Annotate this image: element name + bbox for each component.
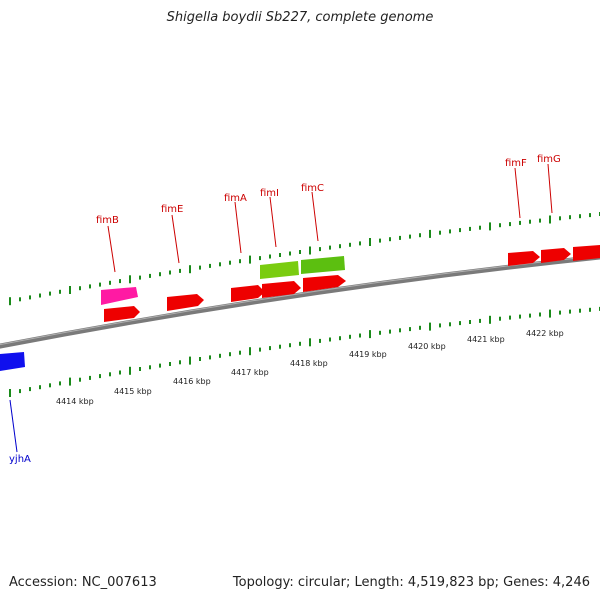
- scale-label: 4415 kbp: [114, 387, 152, 396]
- gene-next: [573, 245, 600, 261]
- yjhA-leader-line: [9, 399, 18, 453]
- gene-label: yjhA: [9, 454, 31, 465]
- gene-label: fimC: [301, 183, 324, 194]
- gene-fimI: [262, 281, 301, 298]
- forward-tick-track: [9, 212, 600, 306]
- gene-fimI-green: [260, 261, 299, 279]
- gene-label: fimI: [260, 188, 279, 199]
- gene-label: fimA: [224, 193, 247, 204]
- gene-yjhA: [0, 352, 25, 371]
- gene-fimC-green: [301, 256, 345, 274]
- reverse-tick-track: [9, 306, 600, 397]
- gene-fimC: [303, 275, 346, 292]
- gene-fimE: [167, 294, 204, 311]
- gene-fimB: [101, 287, 138, 305]
- gene-label: fimB: [96, 215, 119, 226]
- gene-label-group: fimB fimE fimA fimI fimC fimF fimG: [96, 154, 561, 226]
- gene-leader-lines: [107, 163, 553, 273]
- scale-label: 4421 kbp: [467, 335, 505, 344]
- scale-label: 4414 kbp: [56, 397, 94, 406]
- gene-fimB-lower: [104, 306, 140, 322]
- accession-text: Accession: NC_007613: [9, 575, 157, 590]
- gene-label: fimE: [161, 204, 183, 215]
- map-title: Shigella boydii Sb227, complete genome: [166, 10, 434, 25]
- gene-fimA: [231, 285, 265, 302]
- scale-labels: 4414 kbp 4415 kbp 4416 kbp 4417 kbp 4418…: [56, 329, 564, 406]
- genome-summary-text: Topology: circular; Length: 4,519,823 bp…: [232, 575, 590, 590]
- genome-backbone: [0, 254, 600, 349]
- scale-label: 4417 kbp: [231, 368, 269, 377]
- gene-label: fimG: [537, 154, 561, 165]
- gene-fimF: [508, 251, 540, 266]
- scale-label: 4422 kbp: [526, 329, 564, 338]
- gene-label: fimF: [505, 158, 527, 169]
- scale-label: 4419 kbp: [349, 350, 387, 359]
- scale-label: 4416 kbp: [173, 377, 211, 386]
- scale-label: 4418 kbp: [290, 359, 328, 368]
- gene-fimG: [541, 248, 571, 263]
- scale-label: 4420 kbp: [408, 342, 446, 351]
- gene-features: [0, 245, 600, 371]
